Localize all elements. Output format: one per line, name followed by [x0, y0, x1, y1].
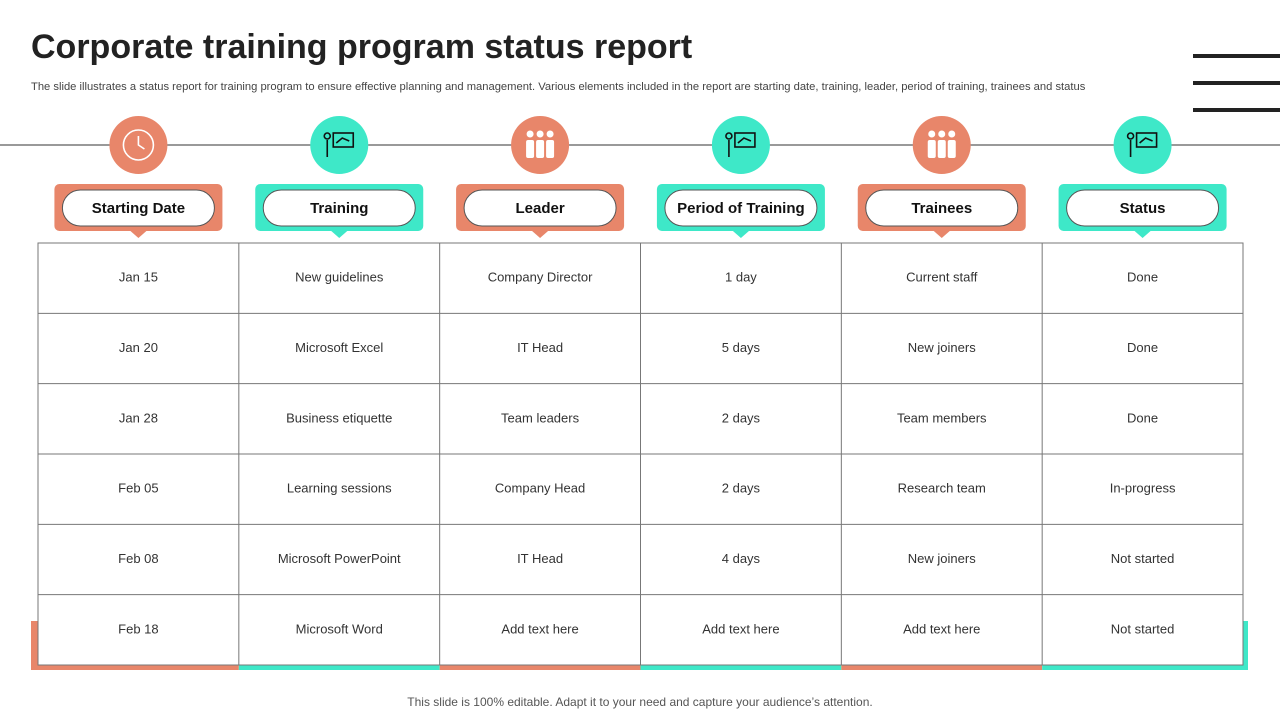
- table-cell: Learning sessions: [287, 481, 392, 496]
- header-pointer: [933, 231, 950, 238]
- icon: [725, 132, 756, 157]
- table-cell: 5 days: [722, 340, 761, 355]
- header-pill: [61, 189, 215, 227]
- table-cell: Not started: [1111, 621, 1175, 636]
- icon-part: [947, 140, 956, 158]
- table-cell: Add text here: [501, 621, 578, 636]
- table-cell: Microsoft Word: [296, 621, 383, 636]
- table-cell: IT Head: [517, 551, 563, 566]
- table-cell: Research team: [898, 481, 986, 496]
- table-cell: Team members: [897, 410, 987, 425]
- footer: This slide is 100% editable. Adapt it to…: [407, 695, 872, 709]
- subtitle: The slide illustrates a status report fo…: [31, 81, 1086, 93]
- icon-circle: [1113, 116, 1172, 174]
- table-cell: Microsoft PowerPoint: [278, 551, 401, 566]
- header-pointer: [732, 231, 749, 238]
- table-cell: Feb 18: [118, 621, 158, 636]
- table-cell: Team leaders: [501, 410, 580, 425]
- icon-part: [927, 140, 936, 158]
- table-cell: Not started: [1111, 551, 1175, 566]
- table-cell: Add text here: [702, 621, 779, 636]
- table-cell: Feb 05: [118, 481, 158, 496]
- icon-part: [734, 132, 756, 148]
- icon-part: [137, 136, 145, 150]
- table-cell: Microsoft Excel: [295, 340, 383, 355]
- header-pointer: [130, 231, 147, 238]
- table-cell: 2 days: [722, 410, 761, 425]
- header-pill: [262, 189, 416, 227]
- icon-circle: [711, 116, 770, 174]
- table-cell: Company Head: [495, 481, 585, 496]
- table-cell: Company Director: [488, 270, 593, 285]
- icon: [927, 130, 956, 158]
- column-header: Period of Training: [677, 200, 805, 217]
- column-header: Leader: [515, 200, 564, 217]
- icon-part: [928, 130, 936, 138]
- table-cell: Add text here: [903, 621, 980, 636]
- table-cell: Done: [1127, 410, 1158, 425]
- header-pill: [664, 189, 818, 227]
- icon-part: [546, 140, 555, 158]
- icon-part: [526, 140, 535, 158]
- icon: [526, 130, 555, 158]
- icon-part: [1126, 132, 1135, 140]
- header-pointer: [331, 231, 348, 238]
- icon: [323, 132, 355, 157]
- table-cell: In-progress: [1110, 481, 1176, 496]
- header-pointer: [1134, 231, 1151, 238]
- icon: [1126, 132, 1158, 157]
- header-pill: [463, 189, 617, 227]
- column-header: Starting Date: [92, 200, 185, 217]
- icon-part: [326, 137, 350, 157]
- table-cell: Current staff: [906, 270, 978, 285]
- table-cell: 1 day: [725, 270, 757, 285]
- table-cell: IT Head: [517, 340, 563, 355]
- header-pointer: [532, 231, 549, 238]
- icon-part: [728, 137, 752, 157]
- table-cell: 4 days: [722, 551, 761, 566]
- menu-icon: [1193, 54, 1280, 112]
- table-cell: Feb 08: [118, 551, 158, 566]
- table-cell: Jan 20: [119, 340, 158, 355]
- icon-part: [948, 130, 956, 138]
- icon-part: [546, 130, 554, 138]
- icon-part: [526, 130, 534, 138]
- icon-part: [536, 140, 545, 158]
- table-cell: Jan 28: [119, 410, 158, 425]
- icon-part: [323, 132, 332, 140]
- table-cell: Jan 15: [119, 270, 158, 285]
- table-cell: Business etiquette: [286, 410, 392, 425]
- icon-part: [1135, 132, 1158, 148]
- table-cell: Done: [1127, 270, 1158, 285]
- icon-part: [122, 129, 155, 161]
- icon-part: [1129, 137, 1153, 157]
- icon-circle: [310, 116, 369, 174]
- column-header: Status: [1120, 200, 1166, 217]
- title: Corporate training program status report: [31, 28, 692, 66]
- icon-part: [332, 132, 355, 148]
- header-pill: [865, 189, 1019, 227]
- icon-part: [725, 132, 733, 140]
- icon-part: [536, 130, 544, 138]
- header-pill: [1066, 189, 1220, 227]
- table-cell: New joiners: [908, 551, 976, 566]
- table-cell: Done: [1127, 340, 1158, 355]
- column-header: Training: [310, 200, 368, 217]
- icon-part: [938, 130, 946, 138]
- icon-part: [937, 140, 946, 158]
- table-cell: New joiners: [908, 340, 976, 355]
- table-cell: New guidelines: [295, 270, 384, 285]
- column-header: Trainees: [911, 200, 972, 217]
- icon: [122, 129, 155, 161]
- table-cell: 2 days: [722, 481, 761, 496]
